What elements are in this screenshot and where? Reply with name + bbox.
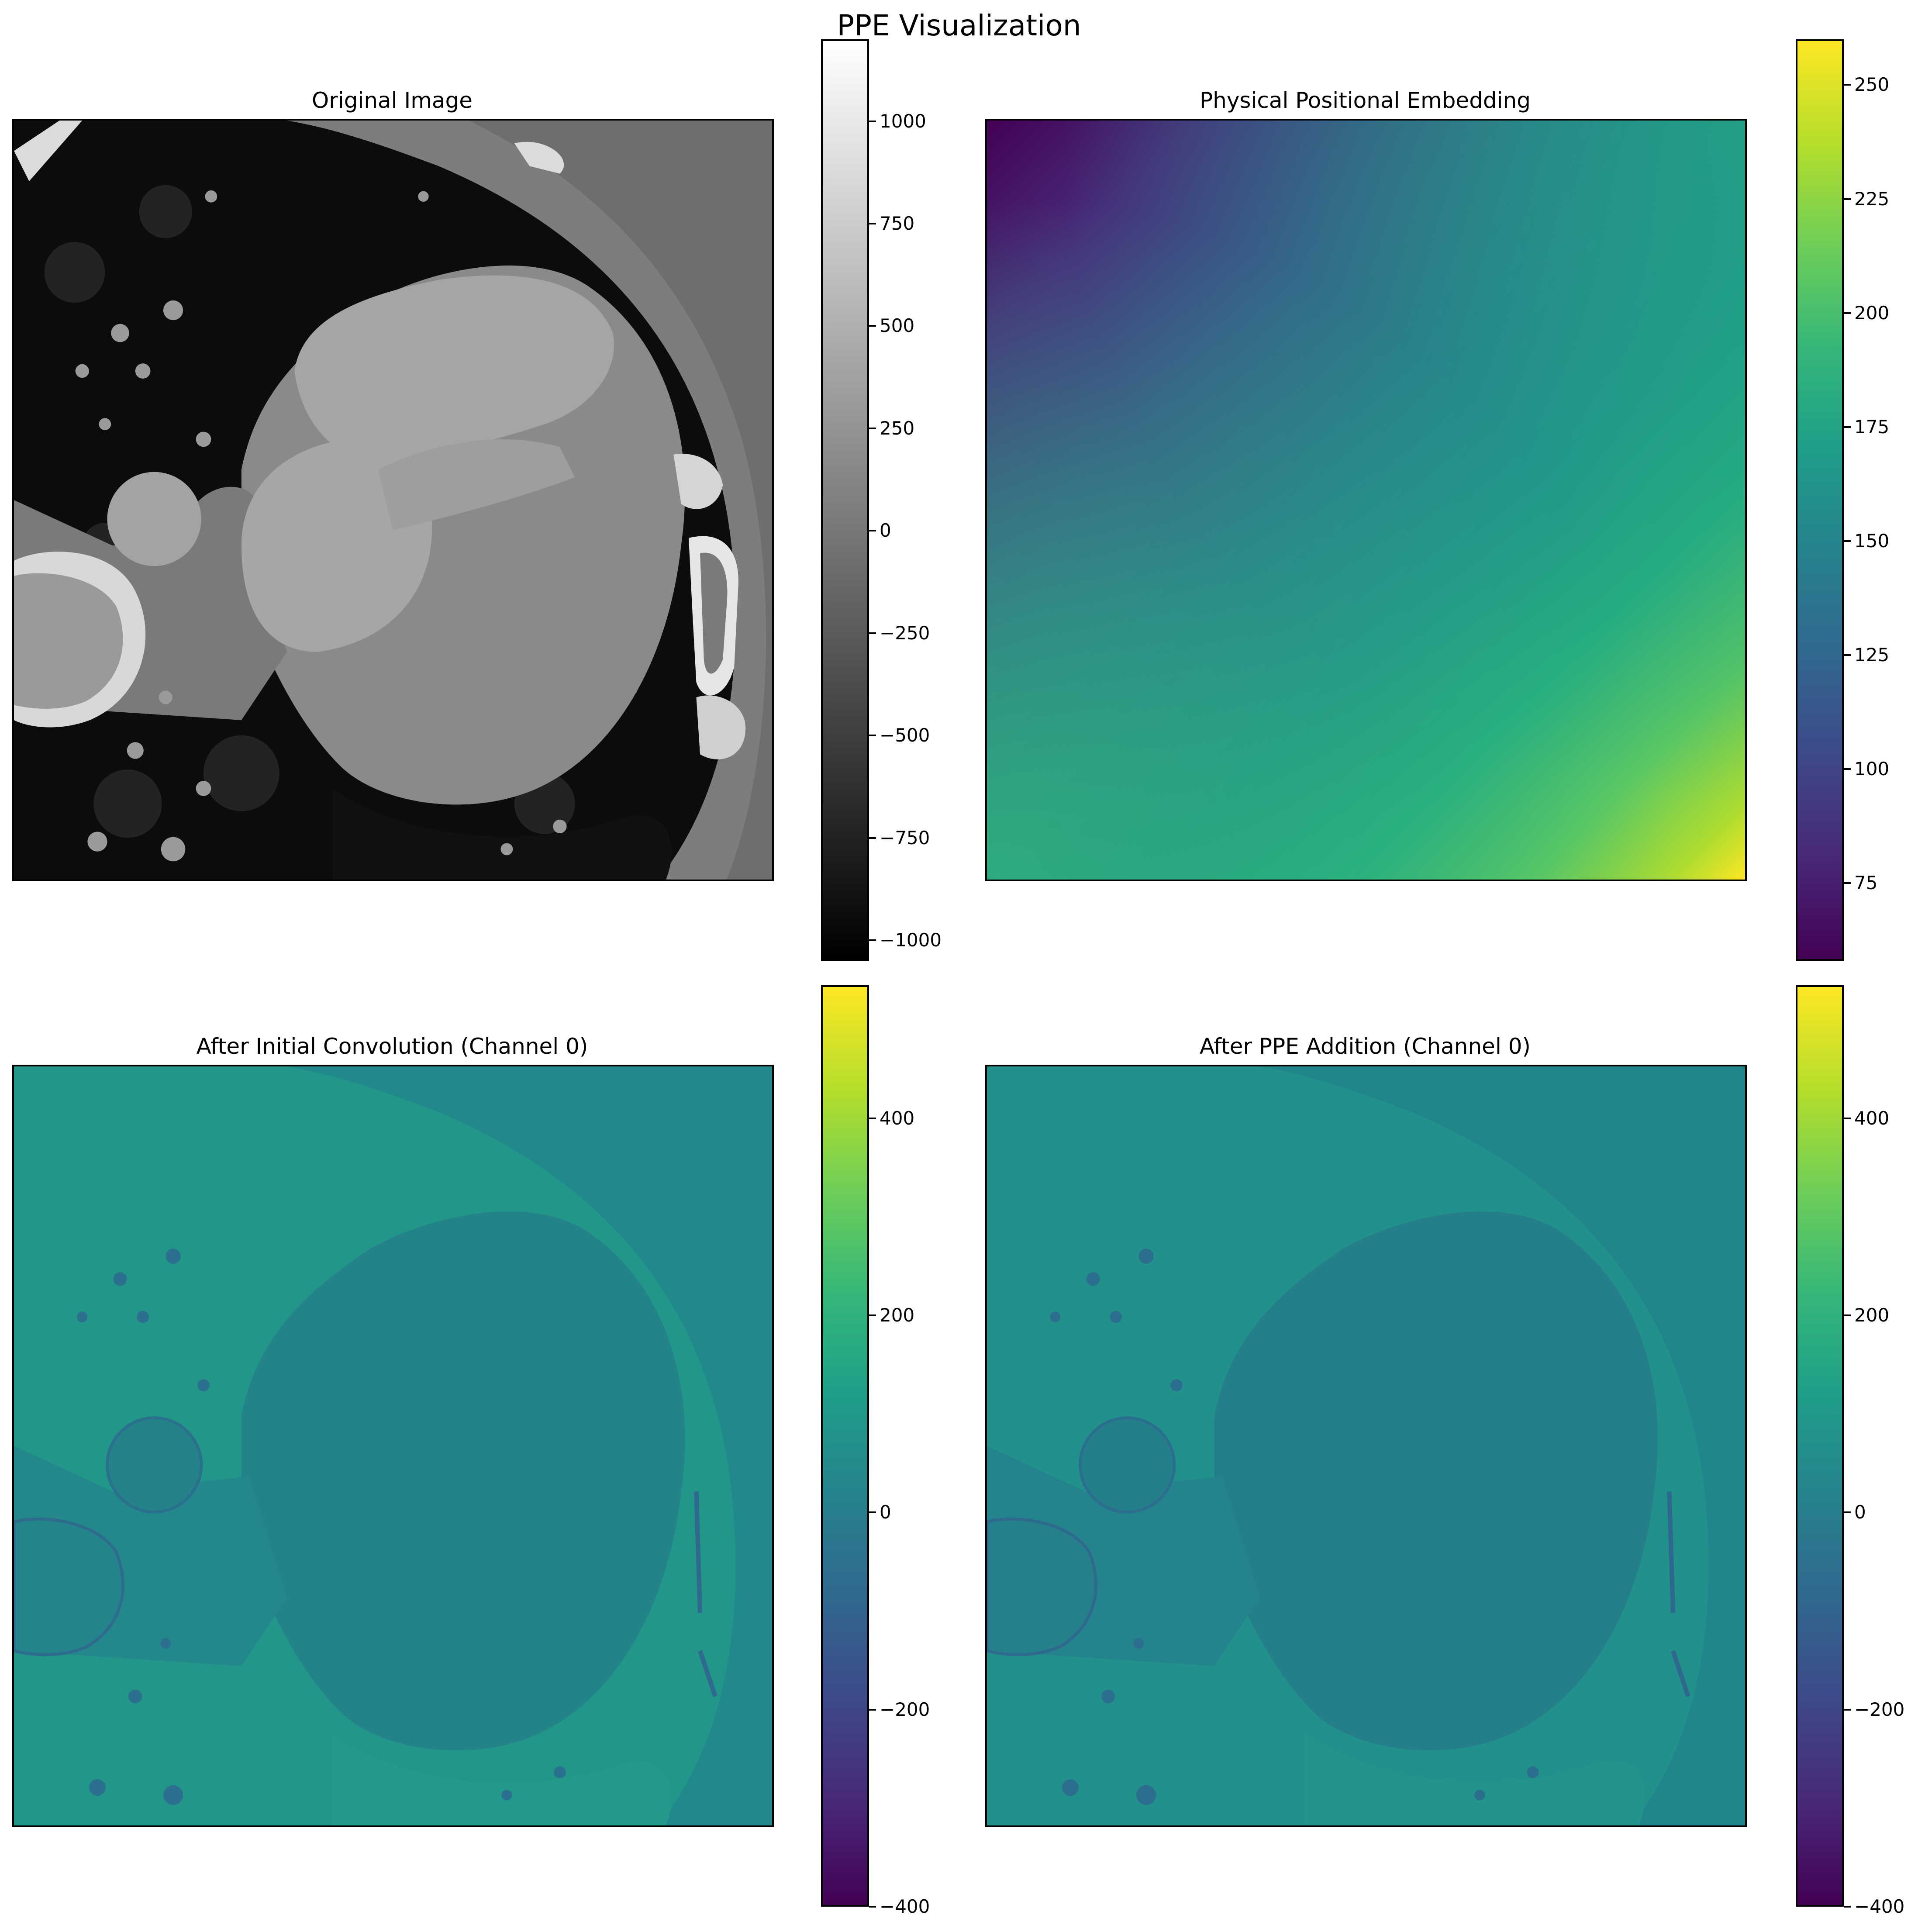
colorbar-ppe-add [1796,985,1844,1907]
colorbar-tick-original [869,939,876,942]
colorbar-tick-ppe [1844,882,1851,884]
colorbar-tick-label-conv: 0 [880,1501,891,1523]
colorbar-tick-label-original: 250 [880,417,915,439]
colorbar-tick-label-original: −250 [880,622,930,644]
conv-feature-map [14,1066,772,1825]
panel-title-original: Original Image [311,88,473,113]
colorbar-tick-label-original: 1000 [880,110,926,132]
colorbar-tick-label-ppe_add: 0 [1854,1501,1866,1523]
colorbar-tick-label-conv: −200 [880,1698,930,1720]
conv-output-panel [12,1065,774,1827]
colorbar-tick-label-original: −500 [880,724,930,746]
colorbar-tick-ppe [1844,426,1851,428]
colorbar-tick-label-conv: 400 [880,1107,915,1129]
colorbar-tick-label-ppe: 150 [1854,530,1890,552]
panel-title-conv: After Initial Convolution (Channel 0) [196,1034,588,1059]
colorbar-tick-ppe_add [1844,1708,1851,1711]
colorbar-tick-ppe_add [1844,1906,1851,1908]
colorbar-tick-label-original: 0 [880,520,891,542]
colorbar-tick-conv [869,1906,876,1908]
colorbar-tick-label-ppe: 250 [1854,74,1890,96]
colorbar-conv [821,985,869,1907]
colorbar-tick-conv [869,1511,876,1514]
panel-title-ppe: Physical Positional Embedding [1200,88,1531,113]
colorbar-tick-ppe [1844,540,1851,542]
colorbar-tick-label-ppe: 100 [1854,758,1890,780]
colorbar-tick-label-ppe_add: 400 [1854,1107,1890,1129]
colorbar-tick-label-original: 750 [880,213,915,234]
colorbar-tick-ppe [1844,198,1851,200]
colorbar-tick-ppe_add [1844,1117,1851,1119]
colorbar-tick-original [869,530,876,532]
colorbar-tick-ppe_add [1844,1511,1851,1514]
colorbar-tick-ppe [1844,654,1851,656]
ppe-added-feature-map [987,1066,1745,1825]
colorbar-tick-original [869,120,876,122]
colorbar-tick-ppe [1844,768,1851,770]
colorbar-tick-label-ppe_add: −200 [1854,1698,1905,1720]
colorbar-tick-ppe [1844,84,1851,86]
figure-title: PPE Visualization [837,9,1081,42]
colorbar-tick-conv [869,1708,876,1711]
colorbar-tick-ppe [1844,312,1851,314]
colorbar-tick-label-original: −750 [880,827,930,849]
colorbar-tick-original [869,427,876,429]
colorbar-tick-original [869,325,876,327]
ppe-gradient-image [987,121,1745,880]
colorbar-tick-label-ppe: 200 [1854,302,1890,324]
colorbar-tick-original [869,735,876,737]
colorbar-tick-label-ppe: 175 [1854,416,1890,438]
ppe-addition-panel [985,1065,1747,1827]
colorbar-tick-label-ppe_add: 200 [1854,1304,1890,1326]
original-image-panel [12,119,774,881]
colorbar-tick-label-conv: 200 [880,1304,915,1326]
colorbar-tick-label-original: −1000 [880,929,942,951]
colorbar-original [821,39,869,961]
colorbar-tick-label-conv: −400 [880,1896,930,1917]
colorbar-tick-label-ppe: 225 [1854,188,1890,210]
ppe-embedding-panel [985,119,1747,881]
colorbar-tick-label-ppe: 75 [1854,872,1878,894]
colorbar-tick-original [869,223,876,224]
colorbar-tick-ppe_add [1844,1314,1851,1316]
colorbar-ppe [1796,39,1844,961]
panel-title-ppe-add: After PPE Addition (Channel 0) [1199,1034,1531,1059]
colorbar-tick-conv [869,1117,876,1119]
colorbar-tick-label-original: 500 [880,315,915,337]
colorbar-tick-conv [869,1314,876,1316]
colorbar-tick-original [869,837,876,839]
colorbar-tick-label-ppe: 125 [1854,644,1890,666]
colorbar-tick-original [869,632,876,634]
ct-slice-image [14,121,772,880]
colorbar-tick-label-ppe_add: −400 [1854,1896,1905,1917]
